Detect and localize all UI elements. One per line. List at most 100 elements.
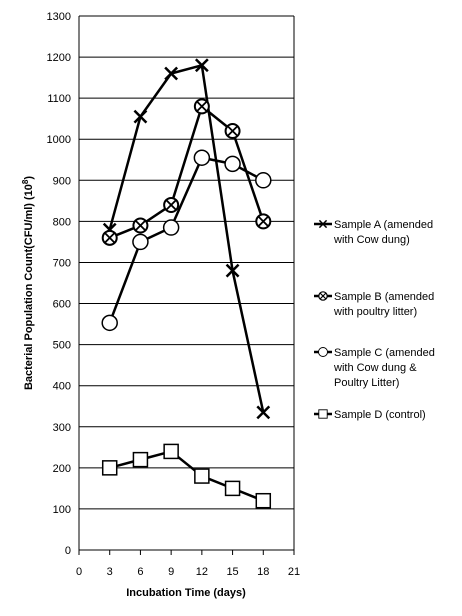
series-3-point-4-square <box>224 480 241 497</box>
series-1-point-1 <box>132 217 149 234</box>
series-3-point-1-square <box>132 451 149 468</box>
y-tick-0: 0 <box>65 545 71 557</box>
series-2-point-5 <box>255 172 272 189</box>
legend-label-0: Sample A (amended with Cow dung) <box>333 219 433 246</box>
series-3-point-1 <box>132 451 149 468</box>
x-axis-title: Incubation Time (days) <box>126 587 246 599</box>
legend-label-0-line-1: with Cow dung) <box>333 234 410 246</box>
series-0-point-1-stroke-2 <box>133 109 148 124</box>
y-tick-400: 400 <box>53 381 71 393</box>
x-tick-15: 15 <box>226 566 238 578</box>
series-2-point-4-circle <box>224 155 241 173</box>
legend-label-2-line-2: Poultry Litter) <box>334 377 399 389</box>
series-3-point-3-square <box>194 468 210 484</box>
series-2-point-3-circle <box>193 149 211 166</box>
axes <box>78 16 295 555</box>
series-0-point-2-stroke-2 <box>164 66 179 81</box>
legend-label-1: Sample B (amended with poultry litter) <box>333 291 434 318</box>
y-tick-300: 300 <box>53 422 71 434</box>
legend-marker-wrap-3 <box>318 409 328 419</box>
series-1-point-2 <box>163 196 180 213</box>
legend-marker-0 <box>318 219 328 229</box>
y-tick-700: 700 <box>53 257 71 269</box>
series-2-point-0-circle <box>101 314 118 332</box>
series-0-line <box>108 64 265 413</box>
series-3-point-5 <box>255 492 272 509</box>
x-tick-0: 0 <box>76 566 82 578</box>
series-1-point-2-cross-2 <box>165 199 177 211</box>
x-tick-12: 12 <box>196 566 208 578</box>
legend-label-2-line-0: Sample C (amended <box>334 347 435 359</box>
legend: Sample A (amended with Cow dung) Sample B … <box>314 219 435 421</box>
series-3-point-4 <box>224 480 241 497</box>
series-3-point-3 <box>194 468 210 484</box>
legend-marker-1 <box>318 291 328 301</box>
series-2 <box>101 149 272 332</box>
series-2-point-4 <box>224 155 241 173</box>
series-0-point-1 <box>133 109 148 124</box>
legend-label-2: Sample C (amended with Cow dung & Poultry … <box>333 347 435 389</box>
legend-label-3: Sample D (control) <box>334 409 426 421</box>
series-2-point-2 <box>162 219 180 236</box>
series-0-point-5 <box>256 405 271 420</box>
y-tick-labels: 0 100 200 300 400 500 600 700 800 900 1000 1100 1200… <box>47 11 71 557</box>
series-1-point-3 <box>193 98 210 115</box>
series-2-point-3 <box>193 149 211 166</box>
legend-label-2-line-1: with Cow dung & <box>333 362 417 374</box>
series-0-point-2 <box>164 66 179 81</box>
legend-marker-wrap-1 <box>318 291 328 301</box>
series-1-point-4 <box>224 123 241 140</box>
series-2-point-0 <box>101 314 118 332</box>
x-tick-6: 6 <box>137 566 143 578</box>
legend-entry-1: Sample B (amended with poultry litter) <box>314 291 434 318</box>
series-0 <box>102 58 271 420</box>
legend-marker-1-cross-2 <box>319 292 327 300</box>
y-tick-900: 900 <box>53 175 71 187</box>
series-2-point-5-circle <box>255 172 272 189</box>
y-tick-200: 200 <box>53 463 71 475</box>
legend-marker-3 <box>318 409 328 419</box>
series-1-point-5 <box>255 213 272 230</box>
series-3 <box>101 443 272 509</box>
series-1 <box>101 98 272 246</box>
y-tick-1100: 1100 <box>47 93 71 105</box>
legend-entry-3: Sample D (control) <box>314 409 426 421</box>
y-tick-100: 100 <box>53 504 71 516</box>
legend-marker-2 <box>318 347 328 357</box>
legend-label-0-line-0: Sample A (amended <box>334 219 433 231</box>
y-tick-500: 500 <box>53 340 71 352</box>
series-layer <box>101 58 272 509</box>
legend-label-3-line-0: Sample D (control) <box>334 409 426 421</box>
x-tick-labels: 0 3 6 9 12 15 18 21 <box>76 566 300 578</box>
series-1-point-4-cross-2 <box>227 125 239 137</box>
y-tick-1300: 1300 <box>47 11 71 23</box>
x-tick-21: 21 <box>288 566 300 578</box>
legend-label-1-line-1: with poultry litter) <box>333 306 417 318</box>
x-tick-18: 18 <box>257 566 269 578</box>
series-0-point-5-stroke-2 <box>256 405 271 420</box>
y-tick-1000: 1000 <box>47 134 71 146</box>
series-2-point-1 <box>132 233 149 251</box>
legend-marker-wrap-0 <box>318 219 328 229</box>
y-axis-title: Bacterial Population Count(CFU/ml) (108) <box>21 176 35 390</box>
x-tick-3: 3 <box>107 566 113 578</box>
series-0-point-3-stroke-2 <box>194 58 209 73</box>
series-0-point-4 <box>225 263 240 278</box>
series-3-point-0-square <box>101 460 118 476</box>
series-2-point-2-circle <box>162 219 180 236</box>
series-1-point-0 <box>101 229 118 246</box>
series-3-point-2-square <box>163 443 179 460</box>
series-1-point-0-cross-2 <box>104 232 116 244</box>
series-1-point-1-cross-2 <box>134 219 146 232</box>
legend-marker-0-stroke-2 <box>318 219 328 229</box>
legend-entry-2: Sample C (amended with Cow dung & Poultry … <box>314 347 435 389</box>
y-tick-1200: 1200 <box>47 52 71 64</box>
legend-marker-wrap-2 <box>318 347 328 357</box>
series-0-point-4-stroke-2 <box>225 263 240 278</box>
series-3-point-0 <box>101 460 118 476</box>
series-1-point-5-cross-2 <box>257 215 269 227</box>
y-tick-800: 800 <box>53 216 71 228</box>
legend-label-1-line-0: Sample B (amended <box>334 291 434 303</box>
